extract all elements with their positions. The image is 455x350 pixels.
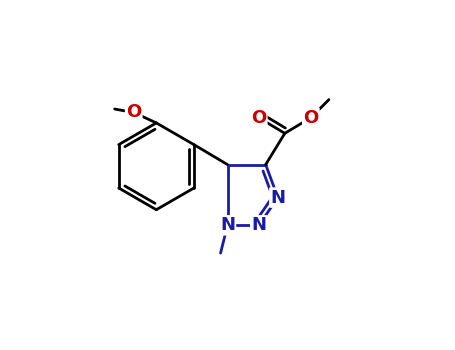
Text: O: O [251, 109, 266, 127]
Text: N: N [270, 189, 285, 206]
Text: O: O [126, 104, 142, 121]
Text: N: N [220, 216, 235, 235]
Text: N: N [251, 216, 266, 235]
Text: O: O [303, 109, 318, 127]
